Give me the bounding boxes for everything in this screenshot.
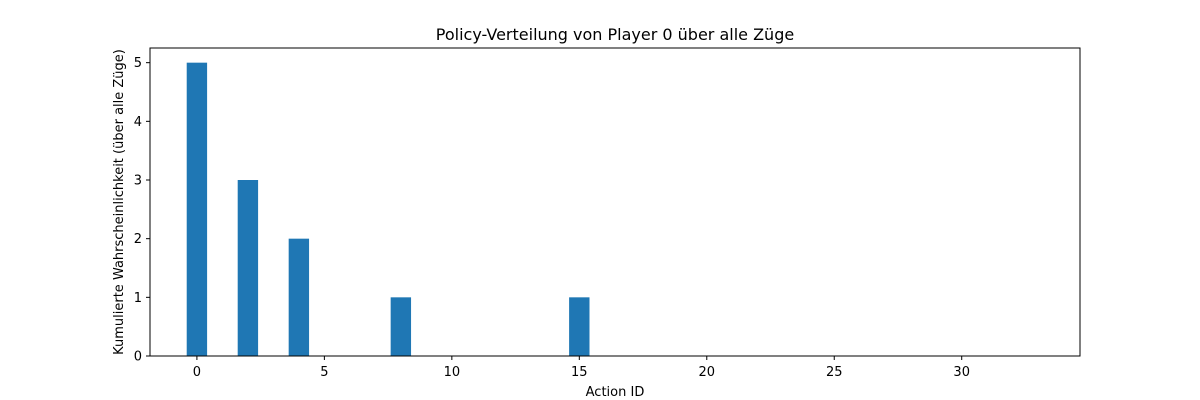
bar-action-0 — [186, 62, 208, 357]
x-tick-label: 25 — [826, 365, 843, 380]
x-tick-label: 0 — [193, 365, 201, 380]
bar-action-2 — [237, 180, 259, 356]
bar-action-15 — [569, 297, 590, 356]
y-tick-label: 0 — [134, 350, 142, 365]
chart-title: Policy-Verteilung von Player 0 über alle… — [436, 25, 794, 44]
bar-action-8 — [390, 297, 412, 356]
plot-frame — [149, 47, 1081, 357]
x-tick-label: 5 — [320, 365, 328, 380]
bar-action-4 — [288, 238, 310, 356]
y-axis-label: Kumulierte Wahrscheinlichkeit (über alle… — [112, 49, 127, 355]
x-tick-label: 20 — [699, 365, 716, 380]
x-tick-label: 10 — [444, 365, 461, 380]
x-tick-label: 30 — [953, 365, 970, 380]
y-tick-label: 4 — [134, 115, 142, 130]
x-tick-label: 15 — [571, 365, 588, 380]
y-tick-label: 5 — [134, 56, 142, 71]
x-ticks: 0 5 10 15 20 25 30 — [193, 356, 970, 380]
y-tick-label: 1 — [134, 291, 142, 306]
bars-layer — [186, 62, 590, 357]
y-ticks: 0 1 2 3 4 5 — [134, 56, 150, 365]
y-tick-label: 3 — [134, 174, 142, 189]
y-tick-label: 2 — [134, 232, 142, 247]
x-axis-label: Action ID — [586, 385, 645, 400]
